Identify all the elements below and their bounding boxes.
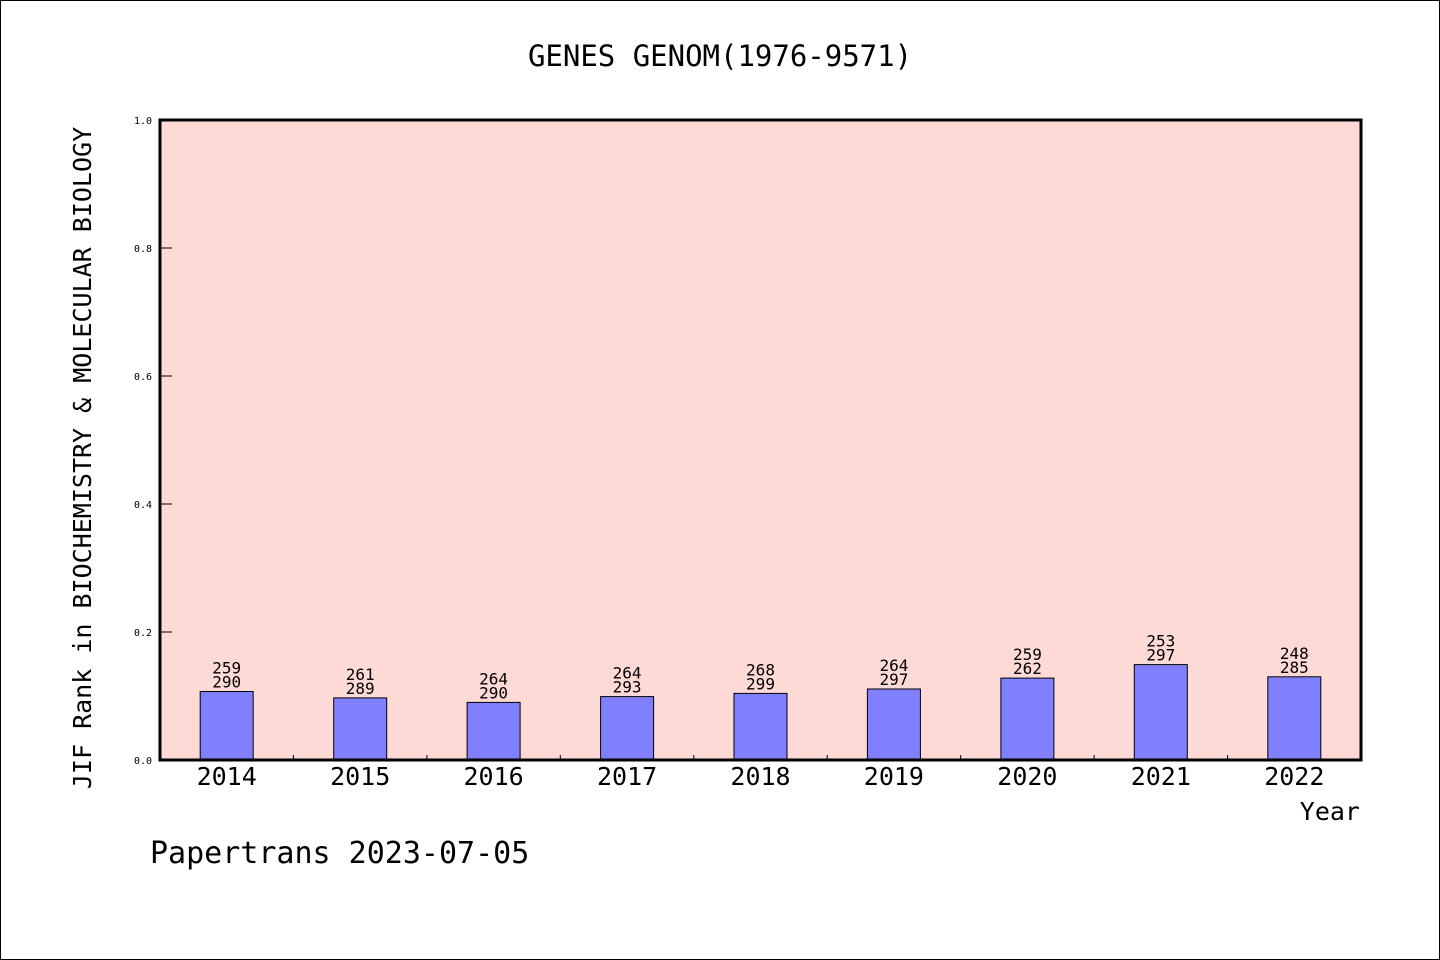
x-tick-label: 2017 — [597, 762, 657, 791]
chart-title: GENES GENOM(1976-9571) — [528, 39, 912, 73]
data-label-total: 290 — [212, 673, 241, 692]
data-label-total: 262 — [1013, 659, 1042, 678]
x-axis-label: Year — [1300, 797, 1360, 826]
data-label-total: 297 — [879, 670, 908, 689]
y-tick-label: 0.4 — [134, 500, 152, 511]
data-label-rank: 268 — [746, 660, 775, 679]
bar-2014 — [199, 691, 254, 761]
y-tick-label: 0.0 — [134, 756, 152, 767]
x-tick-label: 2016 — [463, 762, 523, 791]
bar-2019 — [866, 688, 921, 761]
bar-2022 — [1267, 676, 1322, 761]
data-label-total: 289 — [346, 679, 375, 698]
watermark-text: Papertrans 2023-07-05 — [150, 836, 529, 871]
data-label-rank: 264 — [879, 656, 908, 675]
bar-2020 — [1000, 677, 1055, 761]
y-tick-label: 0.2 — [134, 628, 152, 639]
data-label-total: 293 — [613, 678, 642, 697]
data-label-total: 285 — [1280, 658, 1309, 677]
bars-layer — [199, 664, 1322, 761]
bar-2015 — [333, 697, 388, 761]
data-label-rank: 264 — [479, 669, 508, 688]
x-tick-label: 2020 — [997, 762, 1057, 791]
data-label-total: 290 — [479, 683, 508, 702]
x-tick-label: 2022 — [1264, 762, 1324, 791]
y-tick-label: 0.6 — [134, 372, 152, 383]
x-tick-label: 2021 — [1131, 762, 1191, 791]
data-label-total: 297 — [1146, 646, 1175, 665]
x-tick-label: 2019 — [864, 762, 924, 791]
data-label-rank: 264 — [613, 664, 642, 683]
data-label-rank: 261 — [346, 665, 375, 684]
y-tick-label: 0.8 — [134, 244, 152, 255]
data-label-total: 299 — [746, 674, 775, 693]
bar-2017 — [600, 696, 655, 761]
y-axis-label: JIF Rank in BIOCHEMISTRY & MOLECULAR BIO… — [68, 127, 97, 789]
x-axis: 2014 2015 2016 2017 2018 2019 2020 2021 2022 — [197, 755, 1324, 791]
x-tick-label: 2014 — [197, 762, 257, 791]
data-label-rank: 259 — [212, 659, 241, 678]
data-label-rank: 259 — [1013, 645, 1042, 664]
plot-area — [160, 120, 1361, 760]
x-tick-label: 2018 — [730, 762, 790, 791]
data-label-rank: 248 — [1280, 644, 1309, 663]
bar-2018 — [733, 692, 788, 761]
data-label-rank: 253 — [1146, 632, 1175, 651]
bar-2021 — [1133, 664, 1188, 761]
bar-2016 — [466, 701, 521, 761]
plot-border — [158, 118, 1363, 762]
y-tick-label: 1.0 — [134, 116, 152, 127]
x-tick-label: 2015 — [330, 762, 390, 791]
